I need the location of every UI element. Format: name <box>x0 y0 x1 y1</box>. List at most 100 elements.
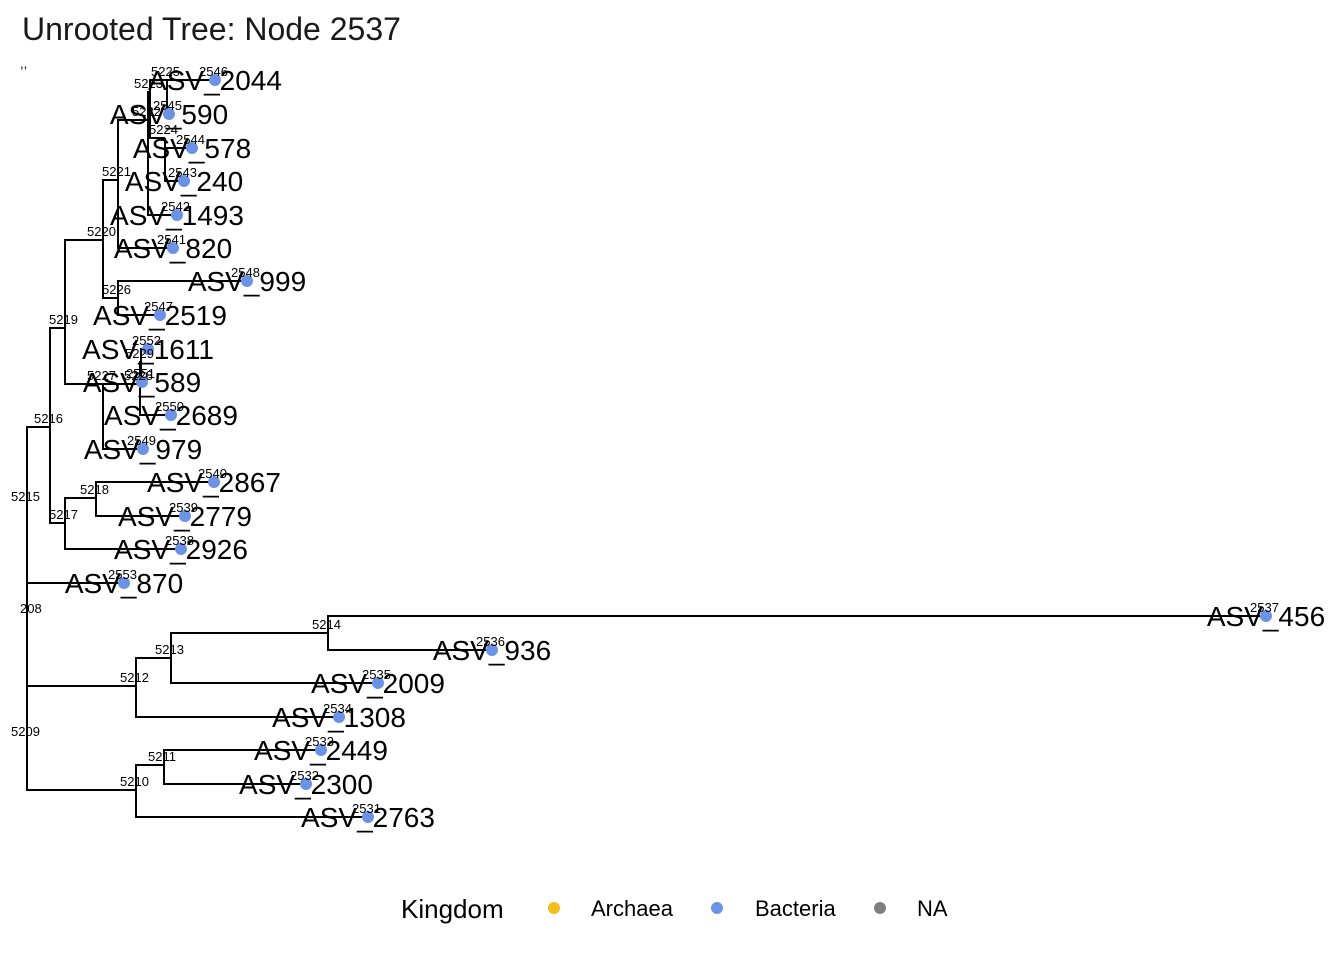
branch-5227-2549 <box>102 384 143 450</box>
branch-5219-5220 <box>64 239 103 328</box>
node-number: 2540 <box>198 466 227 481</box>
legend: Kingdom Archaea Bacteria NA <box>401 894 948 924</box>
tip-point <box>362 811 374 823</box>
node-number: 5228 <box>124 368 153 383</box>
node-number: 2534 <box>323 701 352 716</box>
node-number: 2552 <box>132 333 161 348</box>
tree-edges <box>26 79 1266 818</box>
tip-label: ASV_2926 <box>114 534 248 565</box>
node-number: 5218 <box>80 482 109 497</box>
node-number: 2547 <box>144 299 173 314</box>
tip-point <box>241 275 253 287</box>
node-number: 2537 <box>1250 600 1279 615</box>
branch-5220-5226 <box>102 240 118 299</box>
legend-key-archaea <box>548 902 560 914</box>
branch-5212-5213 <box>135 657 171 686</box>
node-number: 5224 <box>149 122 178 137</box>
tip-label: ASV_870 <box>65 568 183 599</box>
node-number: 5219 <box>49 312 78 327</box>
tip-label: ASV_456 <box>1207 601 1325 632</box>
branch-5209-5212 <box>26 685 136 740</box>
tip-point <box>137 443 149 455</box>
node-number: 2535 <box>362 667 391 682</box>
node-number: 2549 <box>127 433 156 448</box>
node-number: 5226 <box>102 282 131 297</box>
branch-5213-5214 <box>170 632 328 658</box>
branch-5217-2538 <box>64 523 181 550</box>
branch-5220-5221 <box>102 179 118 240</box>
tip-label: ASV_1308 <box>272 702 406 733</box>
branch-5218-2540 <box>95 481 214 498</box>
branch-5214-2537 <box>327 615 1266 633</box>
node-number: 5212 <box>120 670 149 685</box>
node-number: 2538 <box>165 533 194 548</box>
branch-5226-2548 <box>117 280 247 298</box>
branch-5213-2535 <box>170 658 378 684</box>
node-number: 5211 <box>148 749 176 764</box>
node-number: 2531 <box>352 801 381 816</box>
branch-5215-2553 <box>26 505 124 584</box>
legend-label-bacteria: Bacteria <box>755 896 836 921</box>
node-number: 208 <box>20 601 42 616</box>
branch-5211-2533 <box>163 749 321 765</box>
branch-5221-2541 <box>117 180 173 249</box>
legend-key-bacteria <box>711 902 723 914</box>
node-numbers: 2546 2545 2544 2543 2542 2541 2548 2547 2552 2551… <box>11 64 1279 816</box>
tip-point <box>175 543 187 555</box>
branch-5210-2531 <box>135 790 368 818</box>
tip-label: ASV_2044 <box>148 65 282 96</box>
node-number: 5222 <box>132 104 161 119</box>
node-number: 5217 <box>49 507 78 522</box>
node-number: 2551 <box>126 366 155 381</box>
tip-point <box>179 510 191 522</box>
node-number: 5221 <box>102 164 131 179</box>
tip-points <box>118 74 1272 823</box>
node-number: 2539 <box>169 500 198 515</box>
node-number: 5225 <box>151 64 180 79</box>
tip-point <box>372 677 384 689</box>
tip-point <box>165 409 177 421</box>
node-number: 5220 <box>87 224 116 239</box>
node-number: 2532 <box>290 768 319 783</box>
node-number: 2550 <box>155 399 184 414</box>
branch-5210-5211 <box>135 764 164 790</box>
tip-label: ASV_2779 <box>118 501 252 532</box>
tip-point <box>142 343 154 355</box>
branch-5214-2536 <box>327 633 492 651</box>
node-number: 5216 <box>34 411 63 426</box>
tip-label: ASV_590 <box>110 99 228 130</box>
tip-point <box>315 744 327 756</box>
node-number: 2546 <box>199 64 228 79</box>
branch-5226-2547 <box>117 298 160 316</box>
node-number: 2536 <box>476 634 505 649</box>
tip-label: ASV_2763 <box>301 802 435 833</box>
node-number: 5215 <box>11 489 40 504</box>
branch-5216-5219 <box>49 327 65 427</box>
branch-5215-5216 <box>26 426 50 505</box>
legend-key-na <box>874 902 886 914</box>
node-number: 5223 <box>134 76 163 91</box>
tip-label: ASV_240 <box>125 166 243 197</box>
tip-labels: ASV_2044ASV_590ASV_578ASV_240ASV_1493ASV… <box>65 65 1325 833</box>
legend-label-na: NA <box>917 896 948 921</box>
tip-point <box>118 577 130 589</box>
branch-5211-2532 <box>163 765 306 785</box>
legend-label-archaea: Archaea <box>591 896 674 921</box>
tip-point <box>186 142 198 154</box>
node-number: 5213 <box>155 642 184 657</box>
node-number: 2533 <box>305 734 334 749</box>
branch-5216-5217 <box>49 427 65 524</box>
tip-label: ASV_2300 <box>239 769 373 800</box>
tip-point <box>171 209 183 221</box>
tip-point <box>163 108 175 120</box>
tip-point <box>209 74 221 86</box>
legend-title: Kingdom <box>401 894 504 924</box>
branch-5219-5227 <box>64 328 103 385</box>
node-number: 2541 <box>157 232 186 247</box>
tip-label: ASV_820 <box>114 233 232 264</box>
tip-point <box>208 476 220 488</box>
node-number: 5227 <box>87 368 116 383</box>
tip-label: ASV_2009 <box>311 668 445 699</box>
node-number: 5229 <box>125 346 154 361</box>
